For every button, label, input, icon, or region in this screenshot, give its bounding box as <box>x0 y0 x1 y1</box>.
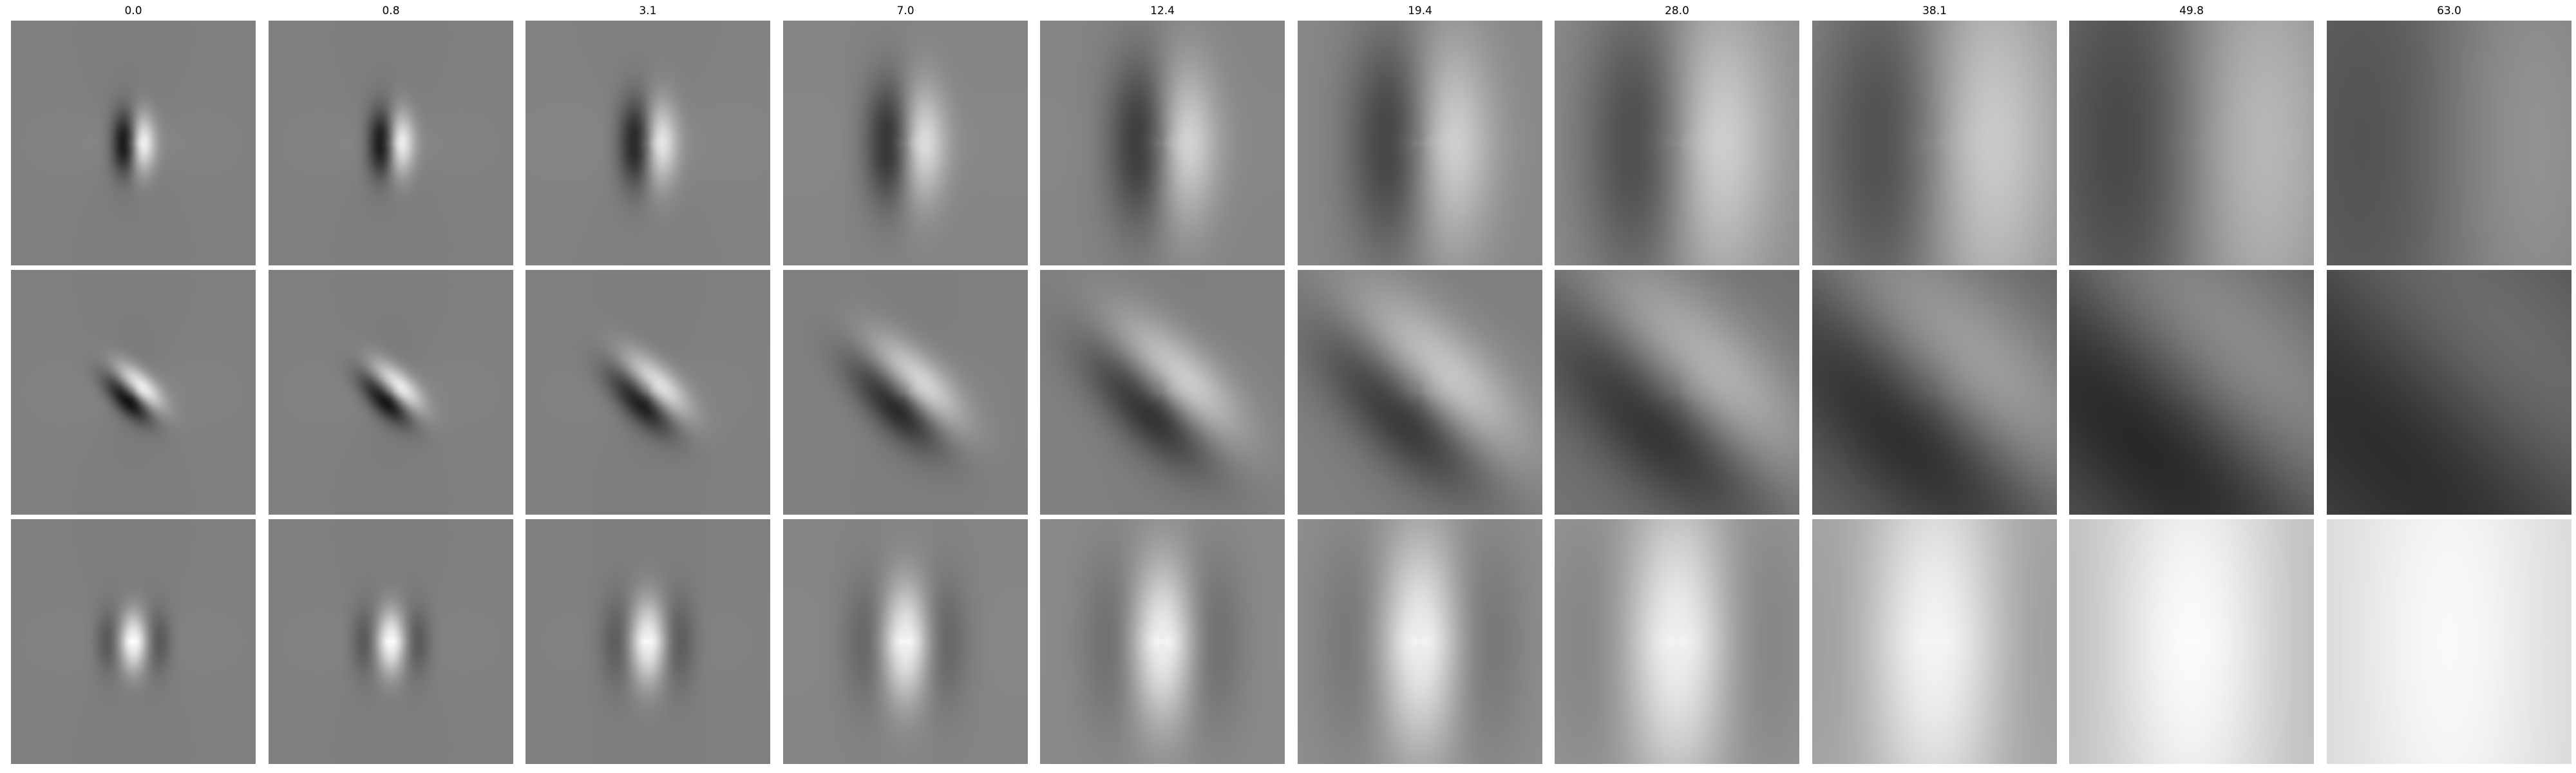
column-title: 49.8 <box>2179 5 2204 17</box>
filter-panel <box>1040 519 1285 764</box>
filter-panel <box>1812 519 2057 764</box>
column-title: 63.0 <box>2437 5 2461 17</box>
filter-panel <box>1812 270 2057 515</box>
filter-panel <box>2327 270 2571 515</box>
filter-panel <box>2327 519 2571 764</box>
filter-panel <box>11 519 256 764</box>
filter-panel <box>269 270 513 515</box>
filter-panel <box>269 21 513 265</box>
filter-panel <box>269 519 513 764</box>
filter-panel <box>1555 519 1799 764</box>
column-title: 19.4 <box>1408 5 1432 17</box>
filter-panel <box>783 270 1028 515</box>
column-title: 3.1 <box>639 5 657 17</box>
column-title: 0.0 <box>124 5 142 17</box>
filter-panel <box>1812 21 2057 265</box>
filter-panel <box>11 270 256 515</box>
filter-panel <box>1555 21 1799 265</box>
filter-panel <box>1040 270 1285 515</box>
filter-panel <box>2069 21 2314 265</box>
filter-panel <box>1298 21 1542 265</box>
filter-panel <box>783 21 1028 265</box>
column-title: 7.0 <box>896 5 914 17</box>
filter-panel <box>1555 270 1799 515</box>
filter-panel <box>2069 519 2314 764</box>
filter-panel <box>11 21 256 265</box>
filter-panel <box>1298 270 1542 515</box>
column-title: 28.0 <box>1665 5 1689 17</box>
column-title: 12.4 <box>1150 5 1175 17</box>
filter-panel <box>783 519 1028 764</box>
filter-panel <box>2069 270 2314 515</box>
filter-panel <box>1298 519 1542 764</box>
filter-panel <box>526 21 770 265</box>
filter-panel <box>526 519 770 764</box>
filter-panel <box>526 270 770 515</box>
filter-panel <box>1040 21 1285 265</box>
column-title: 0.8 <box>382 5 400 17</box>
column-title: 38.1 <box>1922 5 1947 17</box>
filter-panel <box>2327 21 2571 265</box>
